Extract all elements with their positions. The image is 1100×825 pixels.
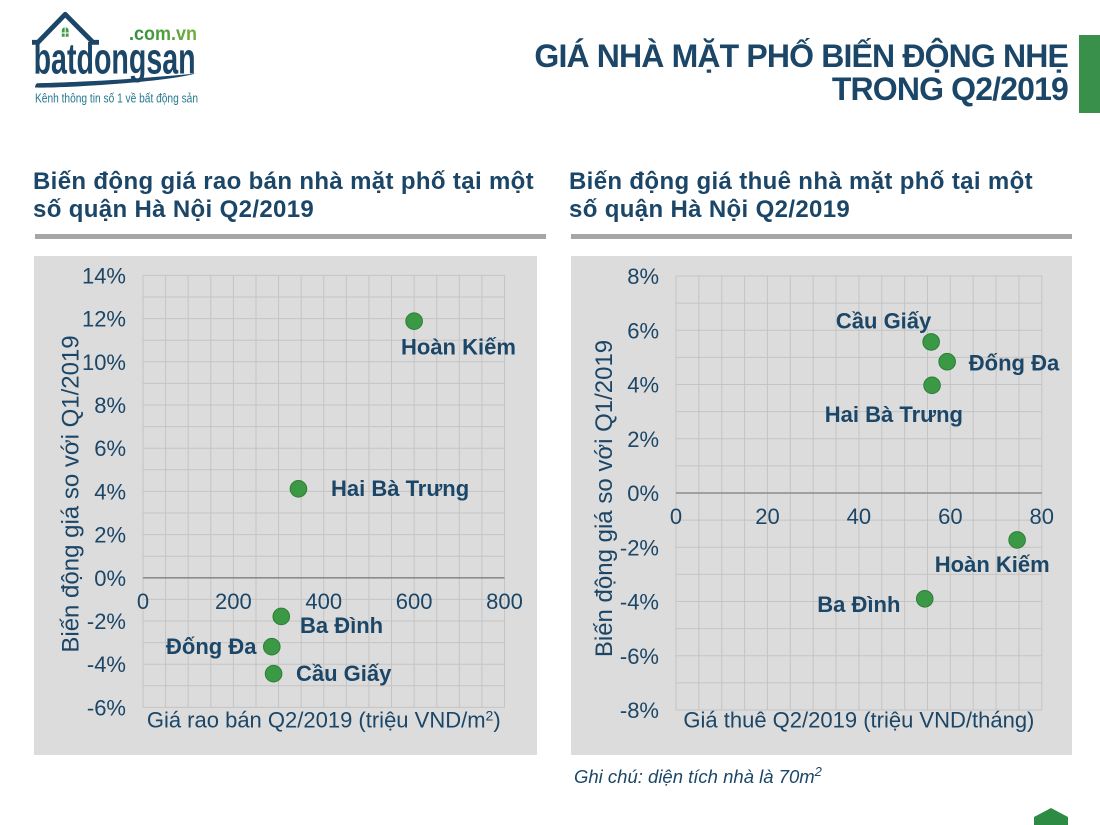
svg-text:4%: 4% — [94, 479, 126, 504]
svg-text:Biến động giá so với Q1/2019: Biến động giá so với Q1/2019 — [58, 335, 85, 652]
svg-text:4%: 4% — [627, 373, 659, 398]
svg-text:-4%: -4% — [620, 590, 659, 615]
svg-text:.com.vn: .com.vn — [129, 24, 197, 45]
svg-text:80: 80 — [1030, 504, 1054, 529]
svg-text:Giá rao bán Q2/2019 (triệu VND: Giá rao bán Q2/2019 (triệu VND/m2) — [147, 708, 501, 733]
svg-text:40: 40 — [847, 504, 871, 529]
svg-text:200: 200 — [215, 589, 252, 614]
svg-text:Đống Đa: Đống Đa — [969, 351, 1060, 376]
svg-text:800: 800 — [486, 589, 523, 614]
svg-text:Hoàn Kiếm: Hoàn Kiếm — [935, 552, 1050, 577]
svg-text:-6%: -6% — [87, 695, 126, 720]
svg-text:0: 0 — [670, 504, 682, 529]
svg-text:-4%: -4% — [87, 652, 126, 677]
svg-text:Ba Đình: Ba Đình — [300, 613, 383, 638]
svg-text:Hai Bà Trưng: Hai Bà Trưng — [331, 476, 469, 501]
svg-text:Cầu Giấy: Cầu Giấy — [836, 309, 932, 334]
svg-text:60: 60 — [938, 504, 962, 529]
svg-text:14%: 14% — [82, 263, 126, 288]
svg-text:batdongsan: batdongsan — [34, 35, 196, 84]
svg-text:12%: 12% — [82, 307, 126, 332]
svg-text:0%: 0% — [627, 481, 659, 506]
svg-text:Kênh thông tin số 1 về bất độn: Kênh thông tin số 1 về bất động sản — [35, 92, 198, 106]
svg-text:0%: 0% — [94, 566, 126, 591]
svg-text:-2%: -2% — [87, 609, 126, 634]
svg-text:0: 0 — [137, 589, 149, 614]
svg-text:20: 20 — [755, 504, 779, 529]
svg-text:6%: 6% — [94, 436, 126, 461]
svg-text:Cầu Giấy: Cầu Giấy — [296, 661, 392, 686]
svg-text:Đống Đa: Đống Đa — [166, 634, 257, 659]
svg-text:Giá thuê Q2/2019 (triệu VND/th: Giá thuê Q2/2019 (triệu VND/tháng) — [683, 708, 1034, 733]
svg-text:8%: 8% — [94, 393, 126, 418]
svg-text:-2%: -2% — [620, 535, 659, 560]
svg-text:2%: 2% — [94, 523, 126, 548]
svg-text:2%: 2% — [627, 427, 659, 452]
svg-text:6%: 6% — [627, 318, 659, 343]
svg-text:Biến động giá so với Q1/2019: Biến động giá so với Q1/2019 — [591, 340, 618, 657]
svg-text:Ba Đình: Ba Đình — [817, 592, 900, 617]
svg-text:-8%: -8% — [620, 698, 659, 723]
svg-text:Hai Bà Trưng: Hai Bà Trưng — [825, 402, 963, 427]
svg-text:10%: 10% — [82, 350, 126, 375]
svg-text:8%: 8% — [627, 264, 659, 289]
svg-text:Hoàn Kiếm: Hoàn Kiếm — [401, 335, 516, 360]
svg-text:-6%: -6% — [620, 644, 659, 669]
svg-text:600: 600 — [396, 589, 433, 614]
svg-text:400: 400 — [305, 589, 342, 614]
